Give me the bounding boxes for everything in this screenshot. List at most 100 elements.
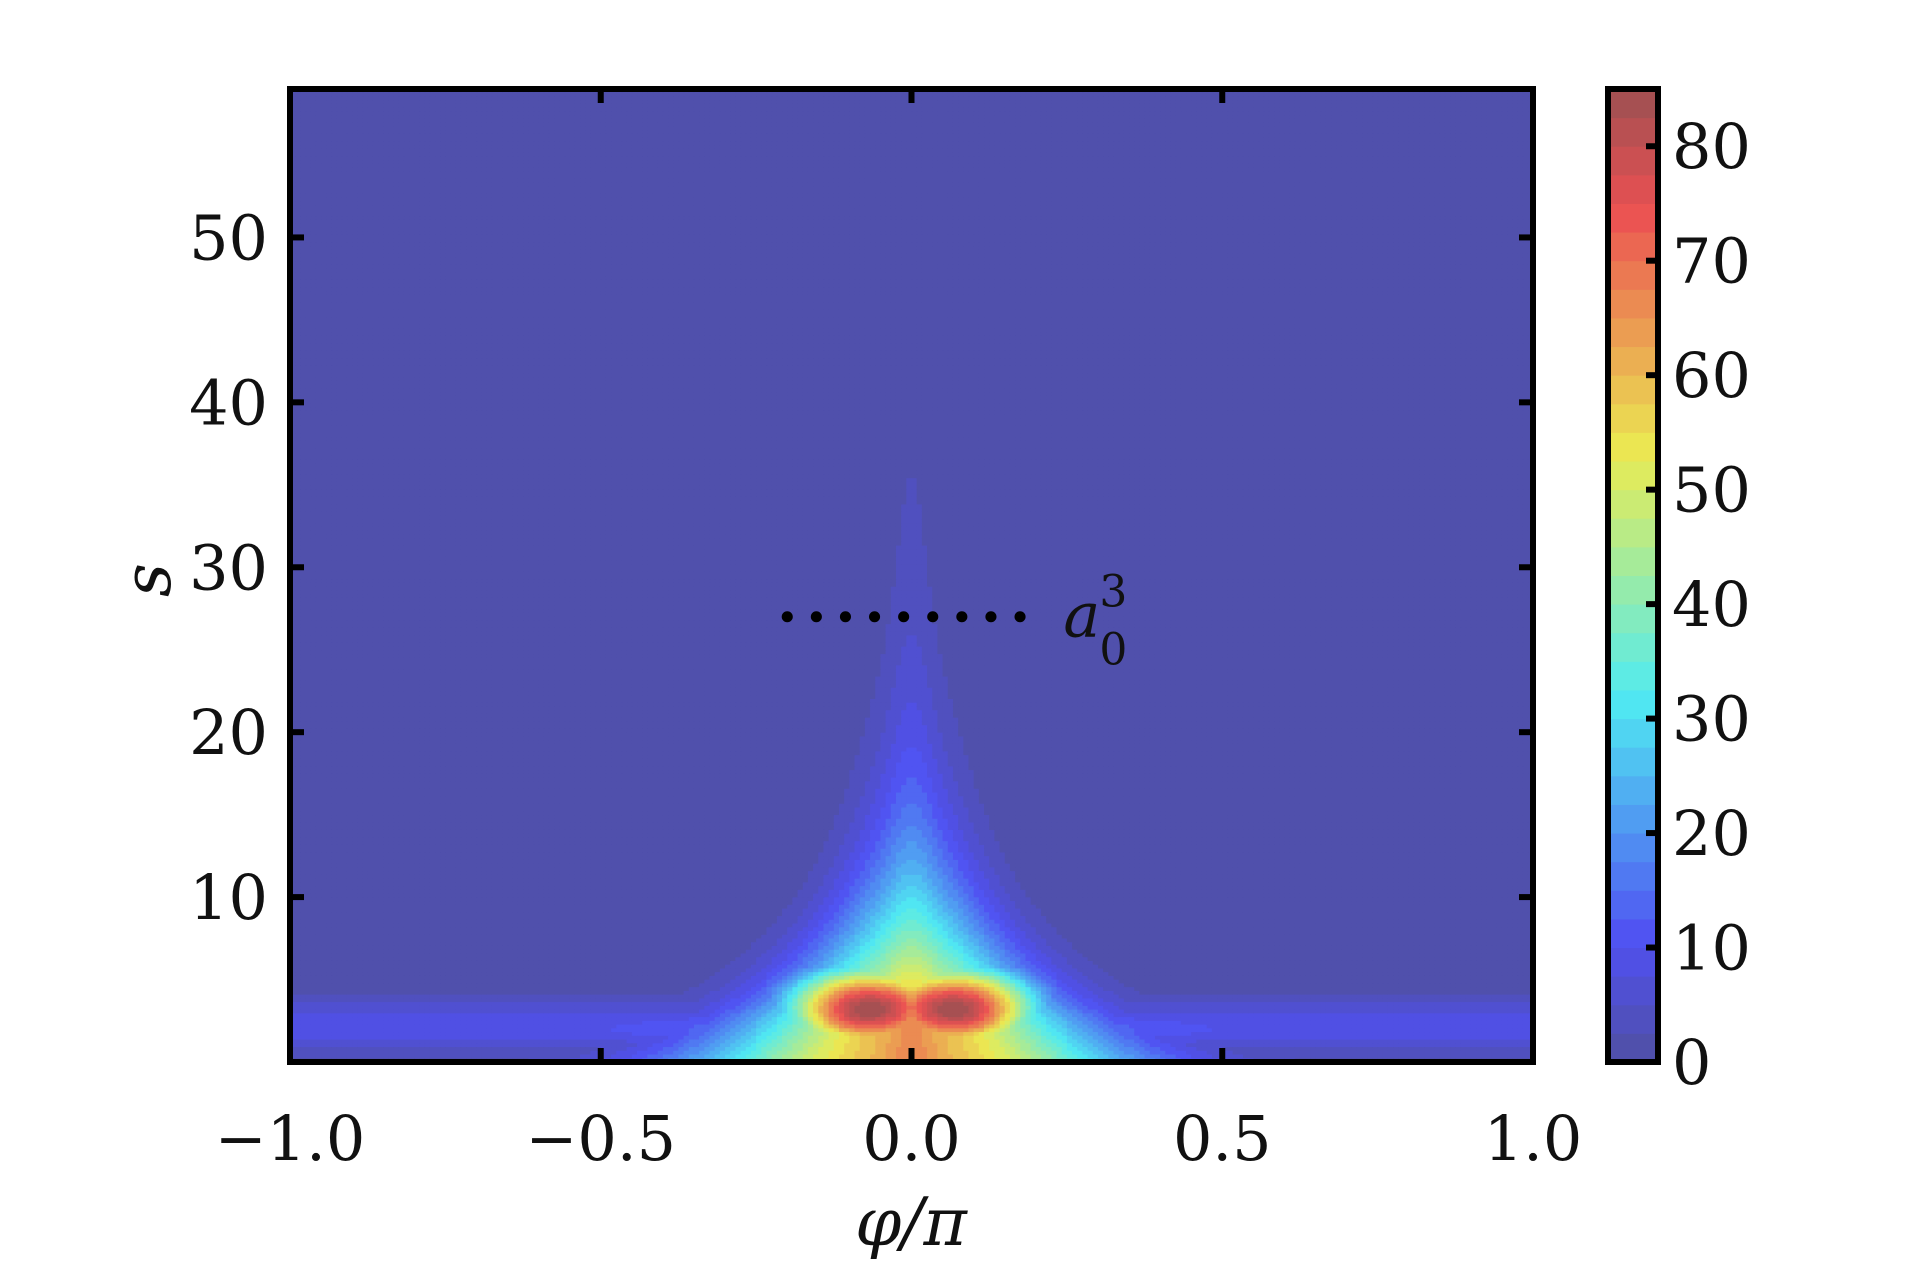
heatmap-cell [570, 111, 576, 115]
heatmap-cell [321, 93, 327, 97]
heatmap-cell [368, 104, 374, 108]
heatmap-cell [901, 104, 907, 108]
heatmap-cell [1212, 108, 1218, 112]
heatmap-cell [461, 100, 467, 104]
heatmap-cell [606, 100, 612, 104]
heatmap-cell [1113, 108, 1119, 112]
heatmap-cell [1005, 93, 1011, 97]
heatmap-cell [1383, 108, 1389, 112]
heatmap-cell [1062, 93, 1068, 97]
heatmap-cell [466, 96, 472, 100]
heatmap-cell [1155, 108, 1161, 112]
heatmap-cell [523, 100, 529, 104]
heatmap-cell [502, 108, 508, 112]
heatmap-cell [798, 96, 804, 100]
heatmap-cell [943, 96, 949, 100]
heatmap-cell [430, 104, 436, 108]
heatmap-cell [528, 100, 534, 104]
heatmap-cell [1015, 111, 1021, 115]
heatmap-cell [1398, 100, 1404, 104]
heatmap-cell [1020, 108, 1026, 112]
heatmap-cell [1404, 111, 1410, 115]
heatmap-cell [513, 104, 519, 108]
heatmap-cell [735, 108, 741, 112]
heatmap-cell [658, 100, 664, 104]
heatmap-cell [756, 111, 762, 115]
heatmap-cell [316, 93, 322, 97]
heatmap-cell [870, 108, 876, 112]
heatmap-cell [880, 104, 886, 108]
heatmap-cell [979, 93, 985, 97]
heatmap-cell [963, 96, 969, 100]
heatmap-cell [1243, 111, 1249, 115]
heatmap-cell [766, 93, 772, 97]
heatmap-cell [357, 108, 363, 112]
heatmap-cell [554, 104, 560, 108]
heatmap-cell [694, 93, 700, 97]
heatmap-cell [730, 111, 736, 115]
heatmap-cell [948, 93, 954, 97]
heatmap-cell [1315, 111, 1321, 115]
heatmap-cell [1031, 100, 1037, 104]
heatmap-cell [808, 93, 814, 97]
heatmap-cell [337, 93, 343, 97]
heatmap-cell [1300, 111, 1306, 115]
heatmap-cell [715, 93, 721, 97]
heatmap-cell [756, 108, 762, 112]
heatmap-cell [1005, 96, 1011, 100]
heatmap-cell [1077, 108, 1083, 112]
heatmap-cell [1124, 96, 1130, 100]
heatmap-cell [616, 111, 622, 115]
heatmap-cell [896, 96, 902, 100]
heatmap-cell [419, 108, 425, 112]
heatmap-cell [1367, 93, 1373, 97]
heatmap-cell [1336, 93, 1342, 97]
heatmap-cell [1404, 100, 1410, 104]
heatmap-cell [300, 111, 306, 115]
heatmap-cell [1357, 100, 1363, 104]
heatmap-cell [798, 93, 804, 97]
heatmap-cell [570, 104, 576, 108]
heatmap-cell [1057, 100, 1063, 104]
heatmap-cell [1481, 104, 1487, 108]
heatmap-cell [590, 111, 596, 115]
heatmap-cell [1274, 108, 1280, 112]
heatmap-cell [1176, 111, 1182, 115]
heatmap-cell [1341, 96, 1347, 100]
heatmap-cell [1295, 100, 1301, 104]
heatmap-cell [373, 108, 379, 112]
heatmap-cell [471, 96, 477, 100]
heatmap-cell [1486, 108, 1492, 112]
heatmap-cell [896, 111, 902, 115]
heatmap-cell [730, 96, 736, 100]
heatmap-cell [435, 93, 441, 97]
heatmap-cell [347, 96, 353, 100]
heatmap-cell [1305, 111, 1311, 115]
heatmap-cell [300, 93, 306, 97]
heatmap-cell [1139, 100, 1145, 104]
heatmap-cell [627, 100, 633, 104]
heatmap-cell [1300, 100, 1306, 104]
heatmap-cell [1124, 104, 1130, 108]
heatmap-cell [580, 111, 586, 115]
heatmap-cell [409, 108, 415, 112]
heatmap-cell [1181, 108, 1187, 112]
heatmap-cell [1404, 93, 1410, 97]
heatmap-cell [1378, 93, 1384, 97]
heatmap-cell [715, 96, 721, 100]
heatmap-cell [1103, 96, 1109, 100]
heatmap-cell [1393, 108, 1399, 112]
heatmap-cell [829, 108, 835, 112]
heatmap-cell [1057, 104, 1063, 108]
heatmap-cell [818, 104, 824, 108]
heatmap-cell [368, 100, 374, 104]
heatmap-cell [1134, 111, 1140, 115]
heatmap-cell [653, 104, 659, 108]
heatmap-cell [741, 108, 747, 112]
heatmap-cell [621, 96, 627, 100]
heatmap-cell [1300, 104, 1306, 108]
heatmap-cell [606, 111, 612, 115]
heatmap-cell [839, 111, 845, 115]
heatmap-cell [684, 93, 690, 97]
heatmap-cell [849, 111, 855, 115]
